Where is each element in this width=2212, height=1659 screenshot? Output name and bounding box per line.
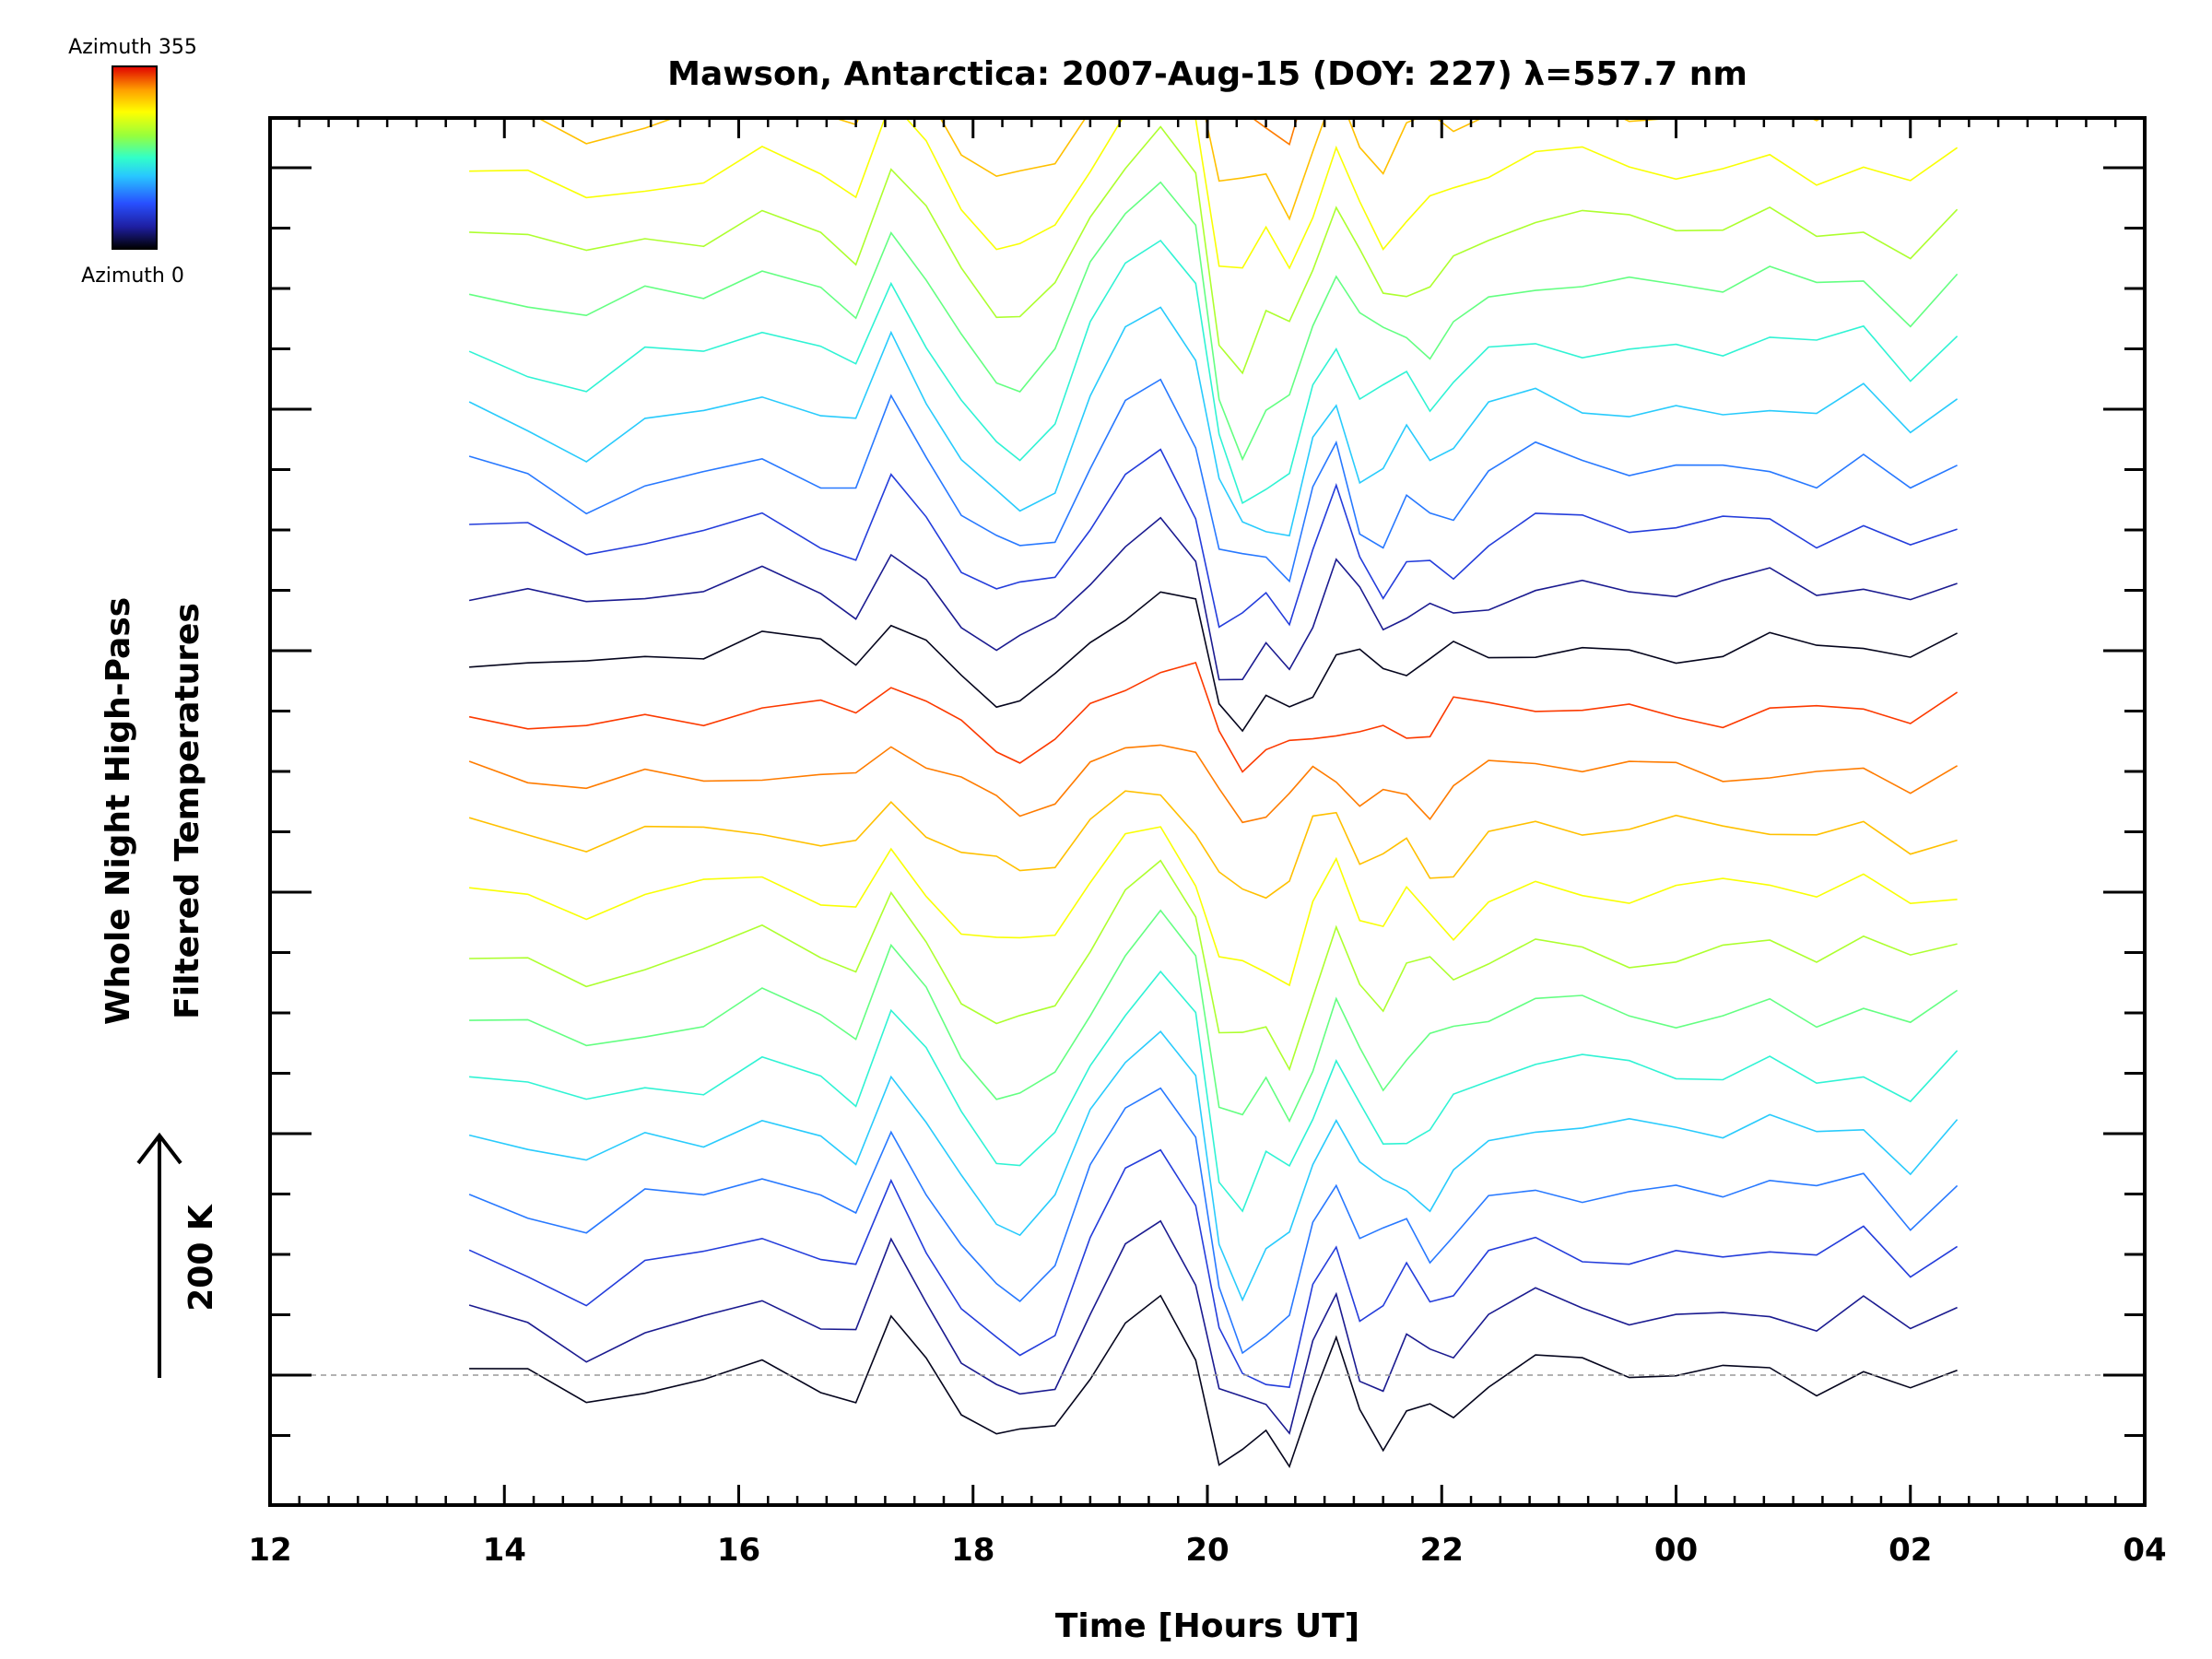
series-line (468, 378, 1958, 583)
chart-title: Mawson, Antarctica: 2007-Aug-15 (DOY: 22… (667, 55, 1747, 93)
series-line (469, 125, 1959, 375)
series-line (468, 516, 1958, 681)
series-layer (468, 0, 1959, 1469)
x-tick-label: 02 (1888, 1532, 1932, 1569)
x-tick-label: 14 (483, 1532, 526, 1569)
series-line (468, 662, 1959, 773)
series-line (469, 859, 1958, 1072)
x-tick-label: 12 (248, 1532, 291, 1569)
series-line (469, 591, 1958, 733)
series-line (468, 1030, 1959, 1302)
series-line (469, 909, 1959, 1124)
series-line (469, 826, 1958, 987)
x-tick-label: 20 (1185, 1532, 1229, 1569)
colorbar (112, 65, 158, 250)
series-line (468, 239, 1959, 504)
colorbar-top-label: Azimuth 355 (68, 36, 197, 59)
series-line (468, 306, 1959, 537)
y-axis-title-line2: Filtered Temperatures (169, 603, 206, 1019)
series-line (469, 970, 1959, 1213)
series-line (468, 1148, 1959, 1389)
x-axis-title: Time [Hours UT] (1055, 1607, 1359, 1645)
x-tick-label: 04 (2123, 1532, 2166, 1569)
scale-label: 200 K (182, 1204, 220, 1312)
x-tick-label: 18 (951, 1532, 994, 1569)
series-line (469, 0, 1958, 61)
series-line (468, 1087, 1959, 1355)
x-tick-label: 16 (717, 1532, 760, 1569)
series-line (468, 181, 1959, 462)
x-tick-label: 00 (1654, 1532, 1698, 1569)
scale-arrow-icon (136, 1132, 182, 1378)
series-line (469, 448, 1958, 629)
x-tick-label: 22 (1420, 1532, 1464, 1569)
x-tick-labels: 12 14 16 18 20 22 00 02 04 (248, 1532, 2166, 1569)
series-line (468, 790, 1958, 900)
series-line (468, 744, 1959, 824)
series-line (469, 1294, 1958, 1469)
colorbar-bottom-label: Azimuth 0 (81, 265, 184, 288)
y-axis-title-line1: Whole Night High-Pass (100, 597, 137, 1025)
series-line (468, 1219, 1958, 1435)
ticks-layer (268, 118, 2147, 1505)
series-line (469, 118, 1959, 270)
